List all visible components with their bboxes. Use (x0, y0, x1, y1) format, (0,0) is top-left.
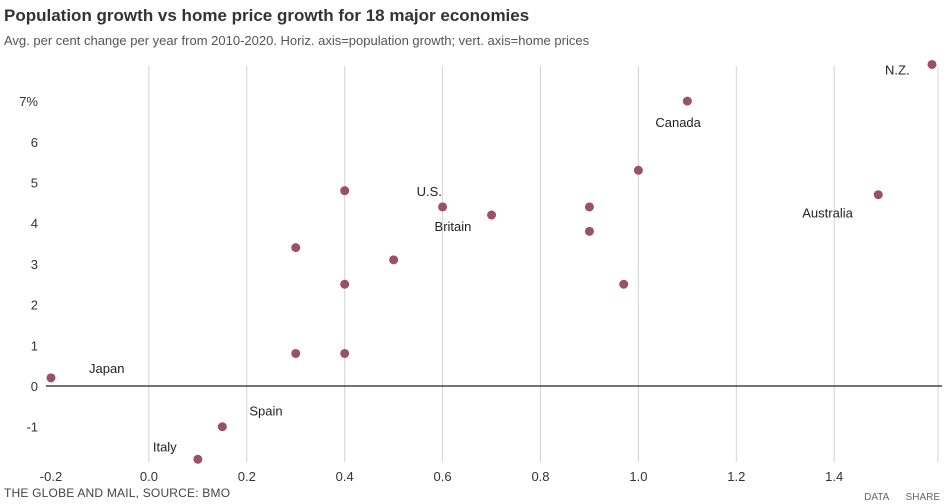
x-tick-label: 0.4 (336, 469, 354, 484)
footer-links: DATA SHARE (850, 492, 940, 503)
x-tick-label: 0.8 (531, 469, 549, 484)
axis-layer: -1 0 1 2 3 4 5 6 7% -0.2 0.0 0.2 0.4 0.6 0.8 1.0 1.2 1.4 (19, 94, 942, 484)
data-point (927, 59, 937, 69)
x-tick-label: 0.0 (140, 469, 158, 484)
data-point (217, 422, 227, 432)
data-point (633, 165, 643, 175)
data-point (193, 454, 203, 464)
grid-layer (148, 66, 939, 462)
data-point (438, 202, 448, 212)
y-tick-label: 2 (31, 298, 38, 313)
data-label: Australia (802, 206, 853, 221)
data-label: Britain (435, 219, 472, 234)
data-point (340, 279, 350, 289)
x-tick-label: 0.6 (434, 469, 452, 484)
data-point (389, 255, 399, 265)
data-point (291, 243, 301, 253)
data-point (340, 348, 350, 358)
y-tick-label: 0 (31, 379, 38, 394)
data-point (291, 348, 301, 358)
x-tick-label: 1.0 (629, 469, 647, 484)
share-link[interactable]: SHARE (905, 492, 940, 503)
y-tick-label: 7% (19, 94, 38, 109)
data-label: Italy (153, 439, 177, 454)
y-tick-label: 5 (31, 176, 38, 191)
data-label: Japan (89, 361, 124, 376)
data-point (584, 202, 594, 212)
y-tick-label: 4 (31, 216, 38, 231)
x-tick-label: 1.4 (825, 469, 843, 484)
data-point (46, 373, 56, 383)
data-point (584, 226, 594, 236)
chart-title: Population growth vs home price growth f… (4, 6, 530, 25)
data-point (619, 279, 629, 289)
chart-subtitle: Avg. per cent change per year from 2010-… (4, 33, 590, 48)
x-tick-label: -0.2 (40, 469, 62, 484)
data-link[interactable]: DATA (864, 492, 889, 503)
source-credit: THE GLOBE AND MAIL, SOURCE: BMO (4, 486, 231, 500)
data-point (340, 186, 350, 196)
data-point (682, 96, 692, 106)
x-tick-label: 0.2 (238, 469, 256, 484)
data-label: Spain (249, 404, 282, 419)
data-label: U.S. (417, 184, 442, 199)
data-point (487, 210, 497, 220)
data-point (873, 190, 883, 200)
y-tick-label: -1 (26, 420, 38, 435)
point-layer (46, 59, 937, 464)
x-tick-label: 1.2 (727, 469, 745, 484)
label-layer: Japan Spain Italy U.S. Britain Canada Australi… (89, 62, 910, 454)
y-tick-label: 1 (31, 338, 38, 353)
data-label: N.Z. (885, 62, 910, 77)
y-tick-label: 6 (31, 135, 38, 150)
y-tick-label: 3 (31, 257, 38, 272)
data-label: Canada (655, 115, 701, 130)
